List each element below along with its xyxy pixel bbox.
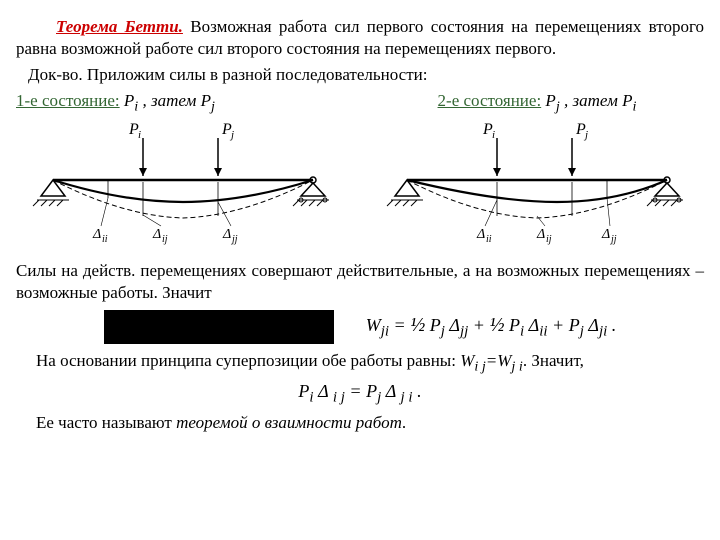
- svg-text:Δ: Δ: [92, 227, 101, 242]
- svg-text:Δ: Δ: [152, 227, 161, 242]
- state-2: 2-е состояние: Pj , затем Pi: [370, 90, 704, 116]
- svg-text:i: i: [138, 129, 141, 141]
- para-3: На основании принципа суперпозиции обе р…: [16, 350, 704, 376]
- proof-intro: Док-во. Приложим силы в разной последова…: [16, 64, 704, 86]
- theorem-name: теоремой о взаимности работ: [176, 413, 402, 432]
- eq-final: Pi Δ i j = Pj Δ j i .: [16, 380, 704, 408]
- svg-text:ii: ii: [486, 234, 492, 245]
- svg-text:Δ: Δ: [476, 227, 485, 242]
- svg-text:ij: ij: [546, 234, 552, 245]
- diagram-2: P i P j Δii Δij Δjj: [370, 120, 704, 256]
- states-row: 1-е состояние: Pi , затем Pj 2-е состоян…: [16, 90, 704, 116]
- redacted-equation: [104, 310, 334, 344]
- diagram-1: P i P j Δii Δij Δjj: [16, 120, 350, 256]
- svg-text:Δ: Δ: [601, 227, 610, 242]
- svg-text:ii: ii: [102, 234, 108, 245]
- theorem-paragraph: Теорема Бетти. Возможная работа сил перв…: [16, 16, 704, 60]
- svg-text:ij: ij: [162, 234, 168, 245]
- svg-text:Δ: Δ: [222, 227, 231, 242]
- beam-diagram-2: P i P j Δii Δij Δjj: [377, 120, 697, 250]
- para-4: Ее часто называют теоремой о взаимности …: [16, 412, 704, 434]
- state-2-caption: 2-е состояние:: [438, 91, 542, 110]
- svg-text:i: i: [492, 129, 495, 141]
- diagrams-row: P i P j Δii Δij Δjj: [16, 120, 704, 256]
- svg-text:jj: jj: [230, 234, 238, 245]
- beam-diagram-1: P i P j Δii Δij Δjj: [23, 120, 343, 250]
- para-2: Силы на действ. перемещениях совершают д…: [16, 260, 704, 304]
- svg-text:Δ: Δ: [536, 227, 545, 242]
- state-1-caption: 1-е состояние:: [16, 91, 120, 110]
- state-1: 1-е состояние: Pi , затем Pj: [16, 90, 350, 116]
- svg-text:jj: jj: [609, 234, 617, 245]
- title: Теорема Бетти.: [56, 17, 183, 36]
- eq-wji: Wji = ½ Pj Δjj + ½ Pi Δii + Pj Δji .: [366, 312, 617, 342]
- equation-row: Wji = ½ Pj Δjj + ½ Pi Δii + Pj Δji .: [16, 310, 704, 344]
